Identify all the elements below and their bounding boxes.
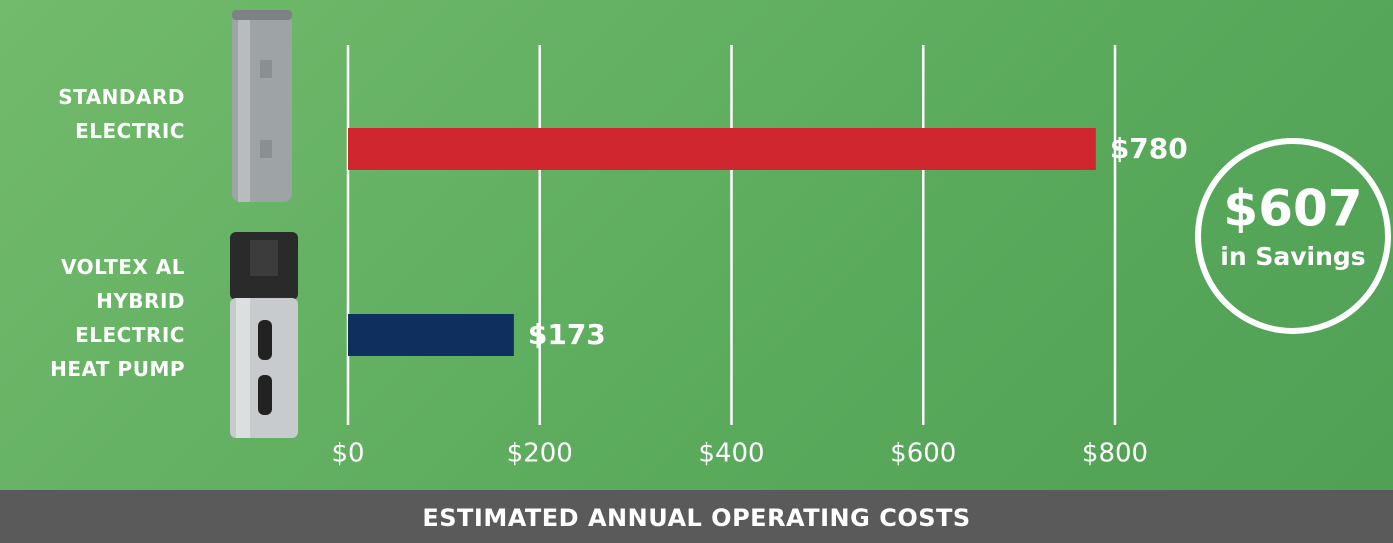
value-label: $173: [528, 318, 606, 351]
x-axis-label: ESTIMATED ANNUAL OPERATING COSTS: [0, 490, 1393, 543]
savings-amount: $607: [1223, 180, 1362, 238]
x-tick-label: $600: [890, 439, 956, 469]
savings-text: in Savings: [1220, 242, 1365, 271]
category-label: VOLTEX AL HYBRID ELECTRIC HEAT PUMP: [10, 250, 185, 386]
plot: $607 in Savings $0 $200 $400 $600 $800 $780 $1…: [0, 0, 1393, 490]
hybrid-heater-image: [230, 232, 298, 438]
chart: $607 in Savings $0 $200 $400 $600 $800 $780 $1…: [0, 0, 1393, 543]
bar: [348, 128, 1096, 170]
x-tick-label: $400: [698, 439, 764, 469]
standard-heater-image: [232, 10, 292, 202]
bar: [348, 314, 514, 356]
x-tick-label: $200: [507, 439, 573, 469]
x-tick-label: $0: [331, 439, 364, 469]
value-label: $780: [1110, 132, 1188, 165]
category-label: STANDARD ELECTRIC: [10, 80, 185, 148]
x-tick-label: $800: [1082, 439, 1148, 469]
